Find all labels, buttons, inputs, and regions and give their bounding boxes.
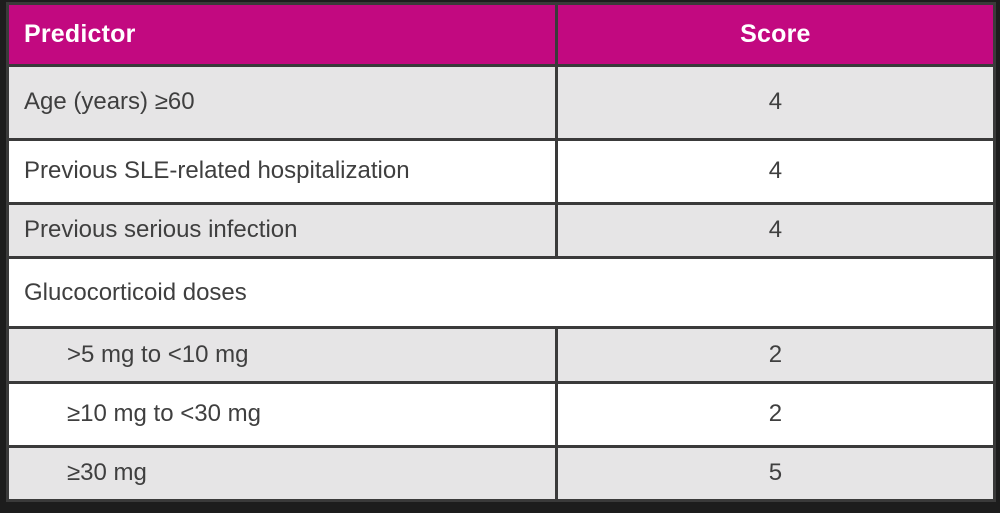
predictor-cell: Age (years) ≥60 [6, 64, 558, 141]
predictor-group-cell: Glucocorticoid doses [6, 255, 996, 330]
header-cell-predictor: Predictor [6, 2, 558, 67]
score-cell: 2 [554, 380, 997, 448]
table-row: >5 mg to <10 mg 2 [6, 326, 997, 384]
table-row: ≥30 mg 5 [6, 444, 997, 503]
header-row: Predictor Score [6, 2, 997, 67]
predictor-cell: Previous serious infection [6, 201, 558, 259]
table-row: Previous serious infection 4 [6, 201, 997, 259]
score-cell: 2 [554, 326, 997, 384]
score-cell: 4 [554, 137, 997, 205]
score-cell: 5 [554, 444, 997, 503]
predictor-cell: ≥30 mg [6, 444, 558, 503]
score-cell: 4 [554, 64, 997, 141]
predictor-cell: ≥10 mg to <30 mg [6, 380, 558, 448]
predictor-score-table-container: Predictor Score Age (years) ≥60 4 Previo… [6, 2, 997, 503]
table-row: ≥10 mg to <30 mg 2 [6, 380, 997, 448]
table-row: Previous SLE-related hospitalization 4 [6, 137, 997, 205]
table-row: Age (years) ≥60 4 [6, 64, 997, 141]
predictor-cell: >5 mg to <10 mg [6, 326, 558, 384]
predictor-cell: Previous SLE-related hospitalization [6, 137, 558, 205]
table-row-group-header: Glucocorticoid doses [6, 255, 996, 330]
predictor-score-table: Predictor Score Age (years) ≥60 4 Previo… [6, 2, 997, 503]
score-cell: 4 [554, 201, 997, 259]
header-cell-score: Score [554, 2, 997, 67]
